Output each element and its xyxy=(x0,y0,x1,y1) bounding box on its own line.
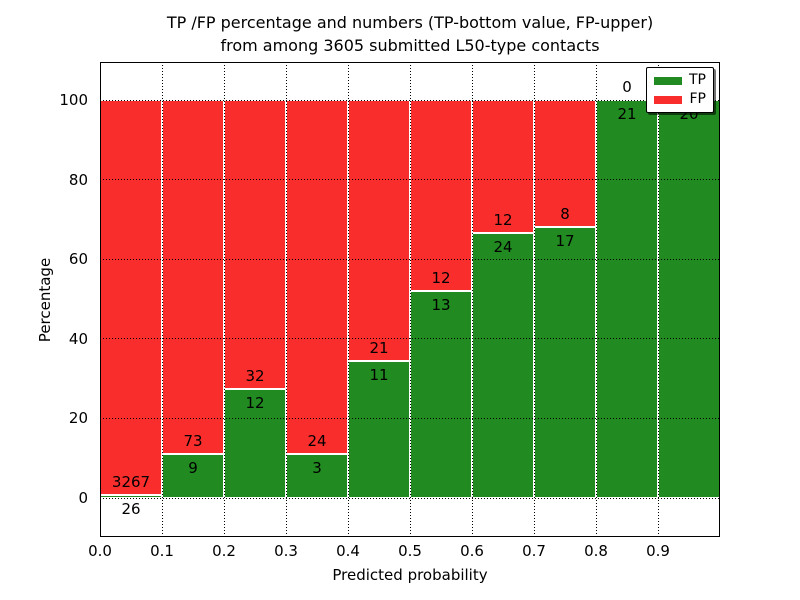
legend-fp-label: FP xyxy=(689,91,707,107)
bar-fp-segment xyxy=(224,100,286,390)
title-line-1: TP /FP percentage and numbers (TP-bottom… xyxy=(166,13,654,32)
title-line-2: from among 3605 submitted L50-type conta… xyxy=(220,36,600,55)
y-tick-label: 0 xyxy=(78,489,88,507)
x-axis-label: Predicted probability xyxy=(332,566,488,584)
y-tick-label: 60 xyxy=(68,250,88,269)
x-tick-label: 0.0 xyxy=(88,542,112,560)
legend-entry-fp: FP xyxy=(654,92,706,107)
y-tick-label: 100 xyxy=(59,91,88,109)
bar-fp-segment xyxy=(286,100,348,454)
bar-tp-segment xyxy=(472,232,534,498)
plot-area: 3267267393212243211112131224817021020 TP… xyxy=(100,62,720,537)
bar-fp-segment xyxy=(100,100,162,495)
y-tick-label: 20 xyxy=(68,409,88,428)
y-tick-label: 40 xyxy=(68,329,88,348)
x-tick-label: 0.6 xyxy=(460,542,484,560)
bar-tp-segment xyxy=(658,100,720,498)
legend-tp-swatch xyxy=(654,76,682,85)
bar-tp-segment xyxy=(224,389,286,498)
legend-entry-tp: TP xyxy=(654,73,706,88)
y-axis-label: Percentage xyxy=(36,257,54,343)
bar-tp-segment xyxy=(348,361,410,498)
y-tick-label: 80 xyxy=(68,170,88,189)
x-tick-label: 0.4 xyxy=(336,542,360,560)
x-tick-label: 0.1 xyxy=(150,542,174,560)
bar-tp-segment xyxy=(286,453,348,498)
bar-tp-segment xyxy=(162,454,224,498)
bar-fp-segment xyxy=(472,100,534,233)
x-tick-label: 0.9 xyxy=(646,542,670,560)
x-tick-label: 0.3 xyxy=(274,542,298,560)
chart-title: TP /FP percentage and numbers (TP-bottom… xyxy=(167,11,653,57)
x-tick-label: 0.7 xyxy=(522,542,546,560)
bar-tp-segment xyxy=(534,227,596,498)
bars-layer xyxy=(100,62,720,537)
bar-fp-segment xyxy=(534,100,596,228)
bar-tp-segment xyxy=(100,494,162,498)
x-tick-label: 0.8 xyxy=(584,542,608,560)
bar-tp-segment xyxy=(596,100,658,498)
bar-tp-segment xyxy=(410,291,472,498)
bar-fp-segment xyxy=(162,100,224,455)
x-tick-label: 0.2 xyxy=(212,542,236,560)
x-tick-label: 0.5 xyxy=(398,542,422,560)
bar-fp-segment xyxy=(348,100,410,362)
legend: TP FP xyxy=(646,67,714,113)
legend-tp-label: TP xyxy=(689,72,706,88)
legend-fp-swatch xyxy=(654,95,682,104)
bar-fp-segment xyxy=(410,100,472,292)
